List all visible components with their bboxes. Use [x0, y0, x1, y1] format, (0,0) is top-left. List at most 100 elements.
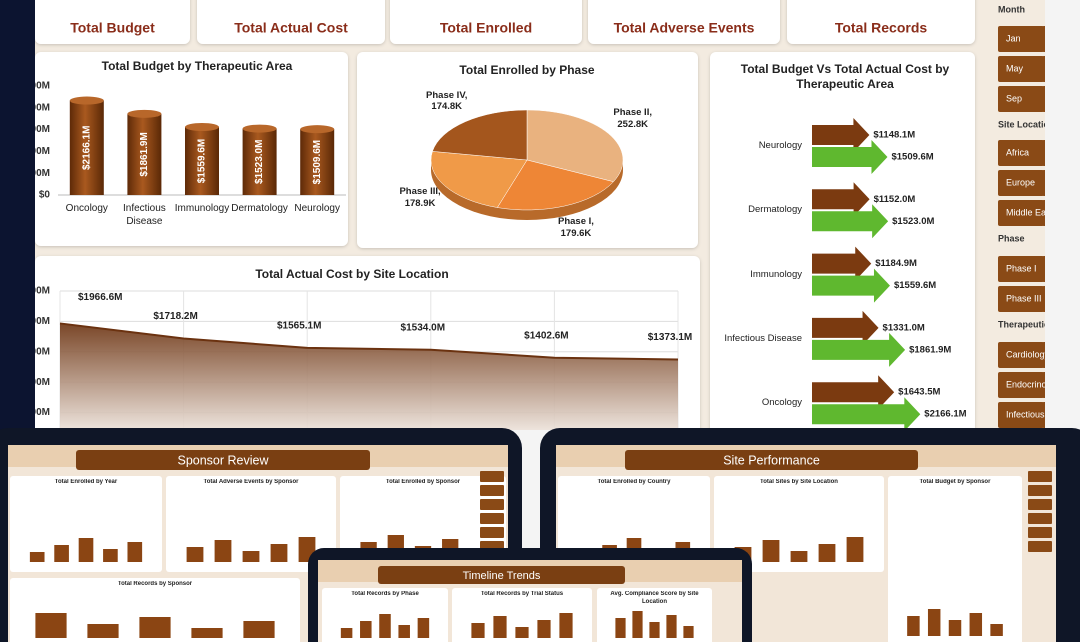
x-tick-label: Immunology — [174, 203, 230, 214]
slicer-button[interactable] — [1042, 56, 1062, 82]
mini-panel — [10, 476, 162, 572]
mini-chart-shape — [127, 542, 143, 562]
x-tick-label: Infectious Disease — [122, 203, 166, 227]
kpi-card — [787, 0, 975, 44]
mini-chart-title: Total Enrolled by Country — [597, 479, 671, 485]
slicer-button[interactable] — [998, 56, 1044, 82]
mini-slicer — [480, 485, 504, 496]
bar-cap — [127, 109, 162, 118]
mini-chart-title: Total Enrolled by Sponsor — [385, 479, 461, 485]
slicer-button[interactable] — [1042, 86, 1062, 112]
mini-chart-shape — [471, 623, 485, 638]
device-title: Timeline Trends — [463, 570, 541, 582]
mini-chart-title: Avg. Compliance Score by Site Location — [610, 591, 699, 605]
kpi-card — [197, 0, 385, 44]
data-label: $1152.0M — [874, 194, 916, 205]
mini-slicer — [1028, 541, 1052, 552]
data-label: $1509.6M — [312, 140, 323, 184]
chart-title: Total Budget Vs Total Actual Cost by The… — [740, 62, 950, 91]
slicer-button[interactable] — [1042, 256, 1062, 282]
slicer-button[interactable] — [998, 170, 1044, 196]
slicer-button[interactable] — [1042, 286, 1062, 312]
kpi-title: Total Enrolled — [440, 20, 532, 36]
kpi-card — [390, 0, 582, 44]
mini-chart-shape — [790, 551, 808, 562]
slicer-button[interactable] — [998, 140, 1044, 166]
mini-chart-shape — [191, 628, 223, 638]
mini-chart-title-box: Total Enrolled by Sponsor — [385, 479, 461, 485]
slicer-button[interactable] — [998, 372, 1044, 398]
y-tick-label: Dermatology — [748, 204, 802, 216]
data-label: $1402.6M — [524, 330, 568, 341]
data-label: $1559.6M — [197, 139, 208, 183]
data-label: Phase I, 179.6K — [558, 215, 594, 239]
y-tick-label: $2500M — [14, 286, 50, 297]
slicer-button[interactable] — [1042, 140, 1062, 166]
mini-slicer — [1028, 513, 1052, 524]
mini-chart-shape — [29, 552, 45, 562]
data-label-box: Phase III, 178.9K — [399, 186, 440, 209]
device-title: Site Performance — [723, 453, 820, 467]
slicer-button[interactable] — [998, 342, 1044, 368]
mini-chart-shape — [270, 544, 288, 562]
slicer-button[interactable] — [998, 86, 1044, 112]
slicer-title: Therapeutic Area — [998, 319, 1072, 329]
slicer-button[interactable] — [998, 26, 1044, 52]
mini-chart-title-box: Avg. Compliance Score by Site Location — [610, 591, 699, 605]
data-label: $2166.1M — [924, 409, 966, 420]
slicer-button[interactable] — [998, 256, 1044, 282]
mini-chart-shape — [990, 624, 1003, 636]
mini-chart-shape — [398, 625, 410, 638]
slicer-button[interactable] — [1042, 342, 1062, 368]
mini-chart-shape — [649, 622, 660, 638]
mini-chart-shape — [969, 613, 983, 636]
slicer-item: May — [1006, 63, 1024, 73]
monitor-bezel — [0, 0, 35, 430]
mini-slicer — [1028, 485, 1052, 496]
arrow-bar — [812, 375, 895, 410]
chart-title: Total Enrolled by Phase — [459, 63, 594, 77]
mini-chart-shape — [632, 611, 643, 638]
slicer-button[interactable] — [1042, 402, 1062, 428]
slicer-title: Phase — [998, 233, 1025, 243]
arrow-bar — [812, 204, 889, 239]
y-tick-label: $500M — [19, 168, 50, 179]
slicer-item: Endocrinology — [1006, 379, 1064, 389]
mini-slicer — [1028, 471, 1052, 482]
chart-title-box: Total Budget Vs Total Actual Cost by The… — [740, 62, 950, 91]
x-tick-label-box: Neurology — [294, 203, 340, 214]
mini-chart-title-box: Total Records by Phase — [351, 591, 419, 597]
slicer-button[interactable] — [1042, 200, 1062, 226]
mini-chart-shape — [615, 618, 626, 638]
y-tick-label: $1500M — [14, 124, 50, 135]
mini-panel — [166, 476, 336, 572]
mini-chart-shape — [927, 609, 941, 636]
y-tick-label: Neurology — [758, 140, 802, 151]
data-label: $1523.0M — [892, 216, 934, 227]
data-label: Phase IV, 174.8K — [426, 89, 468, 113]
slicer-title: Month — [998, 4, 1025, 14]
x-tick-label: Dermatology — [231, 203, 288, 214]
slicer-button[interactable] — [998, 286, 1044, 312]
mini-chart-title-box: Total Enrolled by Year — [55, 479, 117, 485]
data-label: $1559.6M — [894, 280, 936, 291]
mini-chart-shape — [559, 613, 573, 638]
slicer-button[interactable] — [998, 200, 1044, 226]
y-tick-label: $2500M — [14, 81, 50, 92]
data-label: $1373.1M — [648, 332, 692, 343]
mini-chart-title: Total Records by Trial Status — [480, 591, 564, 597]
slicer-item: Cardiology — [1006, 349, 1050, 359]
mini-chart-title-box: Total Records by Trial Status — [480, 591, 564, 597]
mini-chart-shape — [537, 620, 551, 638]
x-tick-label-box: Oncology — [66, 203, 108, 214]
chart-title: Total Budget by Therapeutic Area — [102, 59, 293, 73]
mini-panel — [10, 578, 300, 642]
slicer-button[interactable] — [1042, 170, 1062, 196]
slicer-button[interactable] — [998, 402, 1044, 428]
data-label: $1861.9M — [139, 132, 150, 176]
slicer-button[interactable] — [1042, 26, 1062, 52]
mini-chart-title: Total Budget by Sponsor — [919, 479, 991, 485]
slicer-button[interactable] — [1042, 372, 1062, 398]
slicer-item: Middle East — [1006, 207, 1054, 217]
data-label: $1523.0M — [254, 140, 265, 184]
